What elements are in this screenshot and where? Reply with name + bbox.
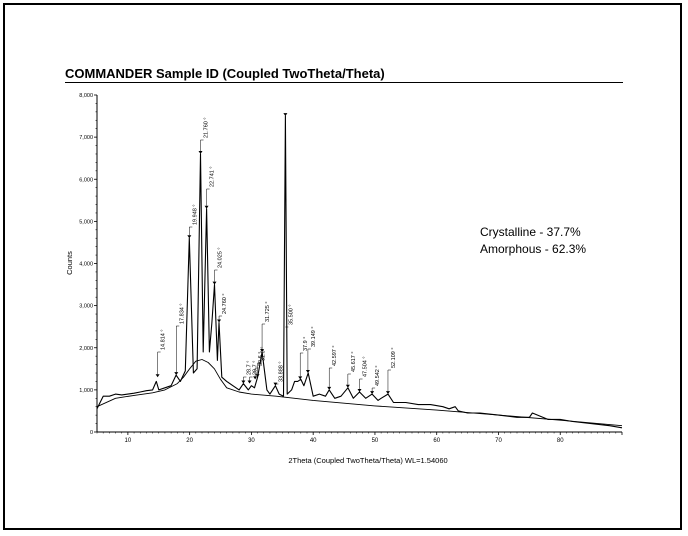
x-tick-label: 30: [248, 438, 255, 444]
diffraction-trace: [96, 115, 623, 429]
peak-label: 47.504 °: [363, 356, 369, 377]
peak-label: 28.7 °: [246, 361, 252, 375]
peak-marker: [370, 391, 375, 395]
peak-marker: [345, 384, 350, 388]
peak-marker: [212, 281, 217, 285]
peak-marker: [174, 372, 179, 376]
y-tick-label: 3,000: [79, 304, 93, 310]
peak-marker: [305, 370, 310, 374]
y-tick-label: 7,000: [79, 135, 93, 141]
x-tick-label: 80: [557, 438, 564, 444]
peak-label: 24.760 °: [222, 293, 228, 314]
background-curve: [96, 359, 623, 427]
peak-label: 14.814 °: [161, 329, 167, 350]
peak-label: 19.948 °: [192, 204, 198, 225]
x-axis-label: 2Theta (Coupled TwoTheta/Theta) WL=1.540…: [288, 456, 447, 465]
peak-label: 22.741 °: [210, 166, 216, 187]
peak-label: 31.725 °: [265, 301, 271, 322]
peak-label: 24.025 °: [218, 247, 224, 268]
peak-marker: [385, 391, 390, 395]
peak-label: 49.542 °: [375, 365, 381, 386]
ticks: 0 1,000 2,000 3,000 4,000 5,000 6,000 7,000 8,00…: [79, 93, 623, 444]
x-tick-label: 10: [125, 438, 132, 444]
peak-label: 42.597 °: [332, 345, 338, 366]
chart-title: COMMANDER Sample ID (Coupled TwoTheta/Th…: [65, 66, 385, 81]
peak-label: 35.500 °: [288, 304, 294, 325]
peak-marker: [204, 205, 209, 209]
peak-marker: [260, 348, 265, 352]
peak-marker: [327, 386, 332, 390]
peak-marker: [155, 374, 160, 378]
peak-label: 37.9 °: [303, 337, 309, 351]
series-layer: [96, 115, 623, 429]
peak-marker: [255, 374, 260, 378]
amorphous-annotation: Amorphous - 62.3%: [480, 242, 587, 256]
title-rule: [65, 82, 623, 83]
peak-marker: [298, 376, 303, 380]
x-tick-label: 70: [495, 438, 502, 444]
x-tick-label: 60: [433, 438, 440, 444]
y-tick-label: 4,000: [79, 262, 93, 268]
y-tick-label: 6,000: [79, 177, 93, 183]
crystalline-annotation: Crystalline - 37.7%: [480, 225, 581, 239]
peak-marker: [247, 380, 252, 384]
y-tick-label: 2,000: [79, 346, 93, 352]
peaks-layer: 14.814 ° 17.834 ° 19.948 ° 21.760 ° 22.741 °…: [155, 113, 397, 395]
y-tick-label: 5,000: [79, 219, 93, 225]
x-tick-label: 40: [310, 438, 317, 444]
y-axis-label: Counts: [65, 251, 74, 275]
peak-marker: [283, 113, 288, 117]
peak-marker: [253, 376, 258, 380]
peak-marker: [198, 150, 203, 154]
chart-frame: [3, 3, 682, 530]
peak-label: 30.6 °: [258, 352, 264, 366]
y-tick-label: 0: [90, 430, 93, 436]
x-tick-label: 50: [372, 438, 379, 444]
y-tick-label: 8,000: [79, 93, 93, 99]
peak-marker: [187, 235, 192, 239]
peak-marker: [217, 319, 222, 323]
peak-label: 21.760 °: [204, 117, 210, 138]
peak-label: 17.834 °: [179, 303, 185, 324]
peak-label: 31.0 °: [261, 347, 267, 361]
peak-marker: [357, 388, 362, 392]
peak-label: 33.888 °: [278, 361, 284, 382]
peak-label: 39.149 °: [311, 326, 317, 347]
peak-label: 45.617 °: [351, 351, 357, 372]
y-tick-label: 1,000: [79, 388, 93, 394]
peak-marker: [241, 380, 246, 384]
x-tick-label: 20: [186, 438, 193, 444]
peak-label: 52.109 °: [391, 347, 397, 368]
